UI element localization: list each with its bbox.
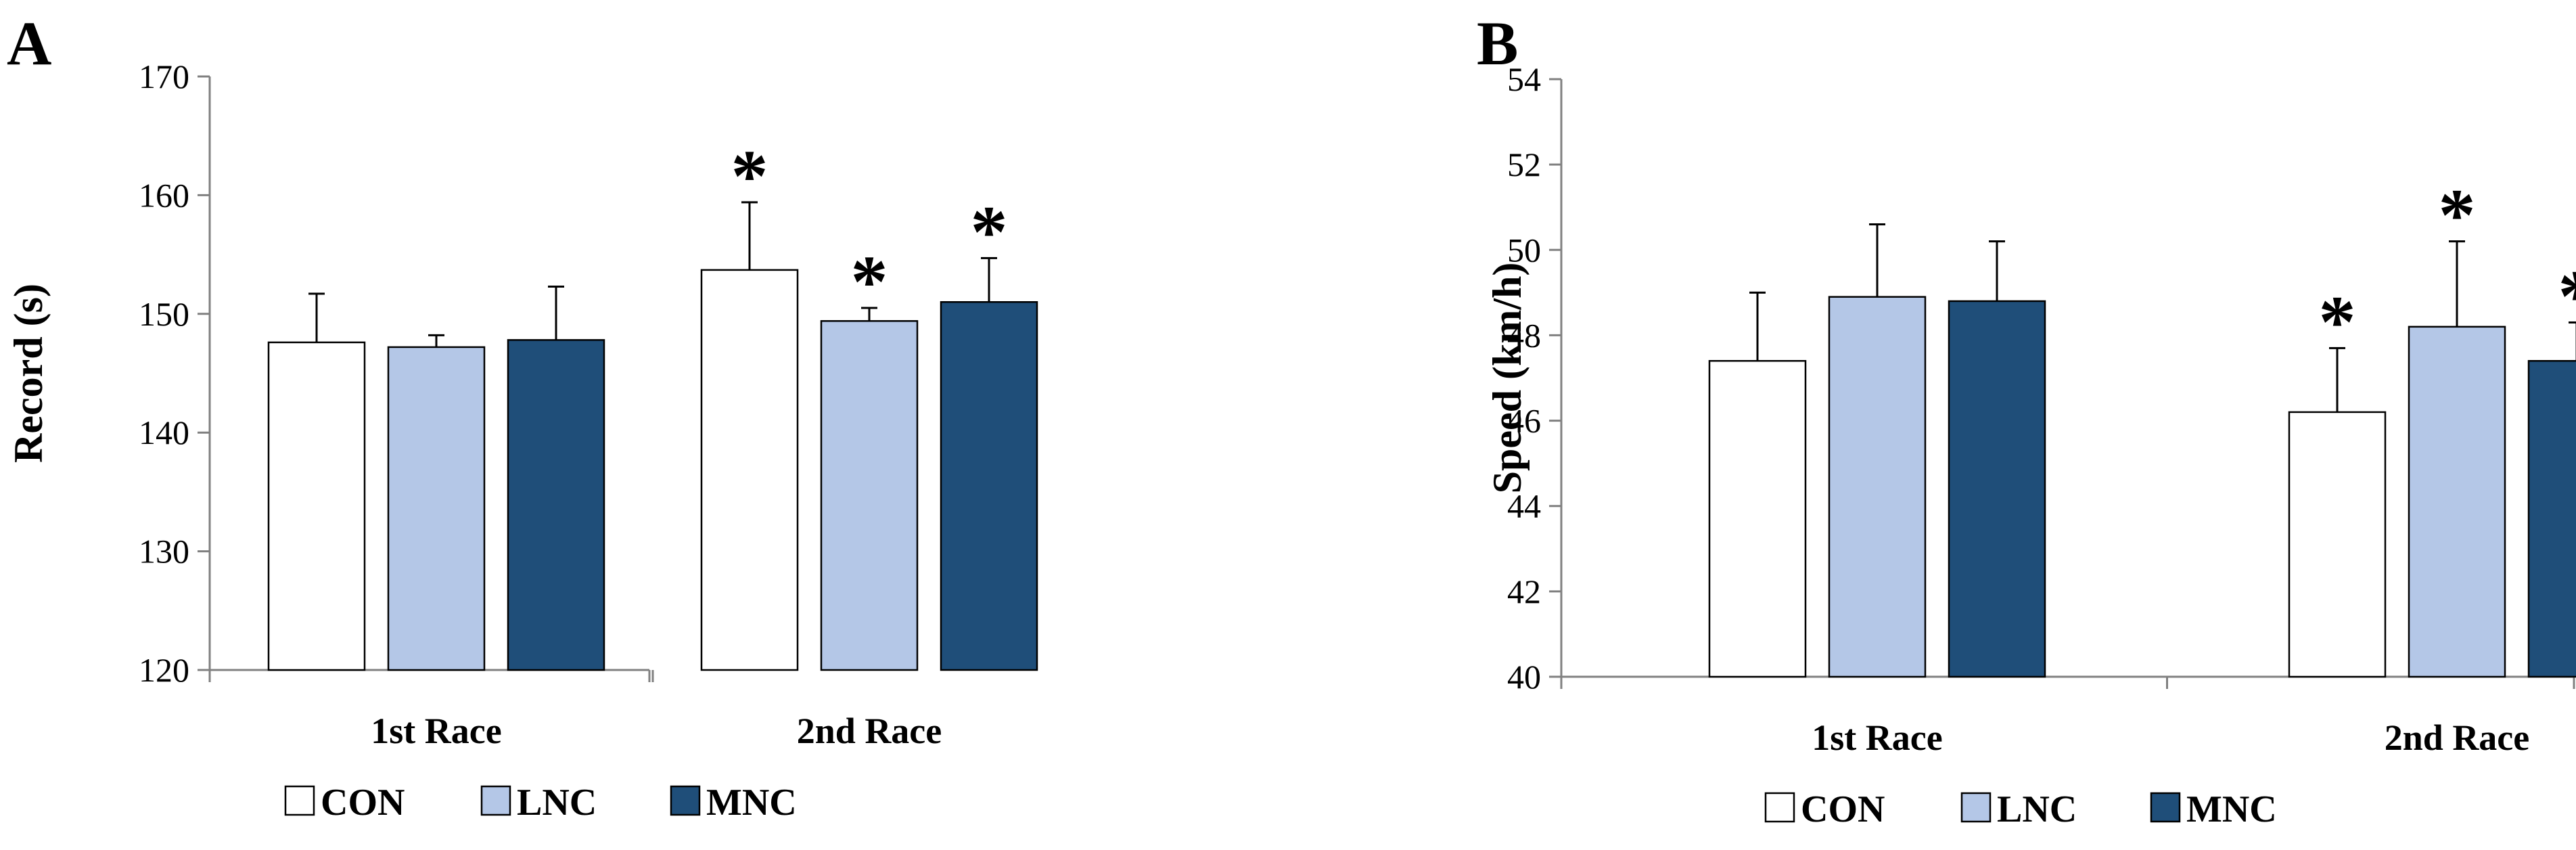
significance-star: * bbox=[2439, 174, 2476, 256]
y-tick-label: 140 bbox=[139, 413, 189, 451]
significance-star: * bbox=[851, 240, 888, 323]
category-label: 2nd Race bbox=[797, 711, 942, 751]
legend-swatch-mnc bbox=[2151, 793, 2180, 822]
significance-star: * bbox=[731, 135, 768, 217]
significance-star: * bbox=[971, 190, 1008, 273]
y-tick-label: 170 bbox=[139, 58, 189, 95]
y-tick-label: 40 bbox=[1507, 658, 1541, 696]
bar-con bbox=[2289, 412, 2385, 677]
y-tick-label: 150 bbox=[139, 295, 189, 333]
y-tick-label: 160 bbox=[139, 176, 189, 214]
legend-label-con: CON bbox=[321, 782, 405, 824]
bar-mnc bbox=[941, 302, 1037, 670]
legend-swatch-lnc bbox=[482, 786, 510, 815]
significance-star: * bbox=[2319, 280, 2356, 363]
bar-con bbox=[702, 270, 798, 670]
y-axis-label: Record (s) bbox=[6, 284, 51, 463]
bar-lnc bbox=[1829, 297, 1925, 677]
bar-mnc bbox=[508, 340, 604, 670]
y-tick-label: 52 bbox=[1507, 146, 1541, 183]
category-label: 1st Race bbox=[371, 711, 501, 751]
bar-lnc bbox=[388, 347, 484, 670]
legend-swatch-lnc bbox=[1962, 793, 1990, 822]
bar-mnc bbox=[2529, 361, 2576, 677]
y-tick-label: 42 bbox=[1507, 573, 1541, 610]
category-label: 2nd Race bbox=[2385, 717, 2530, 758]
legend-label-lnc: LNC bbox=[1997, 788, 2077, 830]
bar-lnc bbox=[821, 321, 917, 670]
bar-con bbox=[1709, 361, 1806, 677]
y-tick-label: 130 bbox=[139, 533, 189, 571]
y-axis-label: Speed (km/h) bbox=[1485, 263, 1530, 494]
legend-swatch-con bbox=[1766, 793, 1794, 822]
legend-label-mnc: MNC bbox=[706, 782, 797, 824]
legend-label-con: CON bbox=[1801, 788, 1885, 830]
panel-letter: A bbox=[7, 9, 51, 78]
category-label: 1st Race bbox=[1812, 717, 1942, 758]
legend-label-lnc: LNC bbox=[517, 782, 597, 824]
bar-mnc bbox=[1949, 301, 2045, 677]
legend-swatch-con bbox=[285, 786, 314, 815]
bar-con bbox=[269, 342, 365, 670]
legend-swatch-mnc bbox=[671, 786, 699, 815]
y-tick-label: 54 bbox=[1507, 60, 1541, 98]
bar-lnc bbox=[2409, 327, 2505, 677]
y-tick-label: 120 bbox=[139, 651, 189, 689]
legend-label-mnc: MNC bbox=[2186, 788, 2277, 830]
significance-star: * bbox=[2558, 255, 2576, 338]
